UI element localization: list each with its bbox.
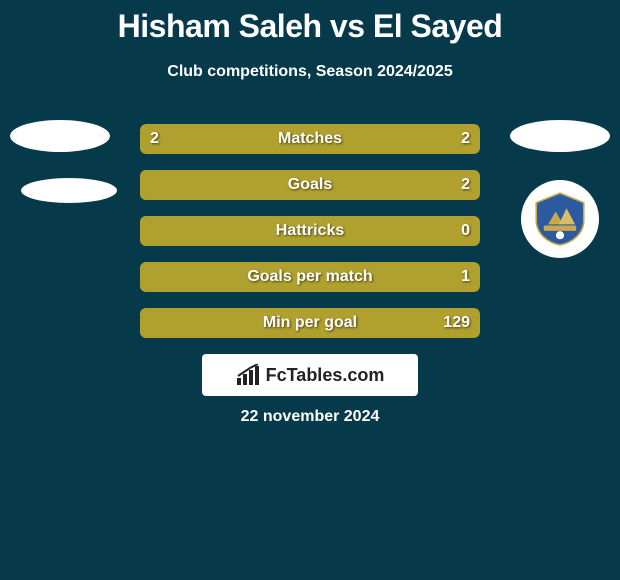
stat-label: Matches xyxy=(278,130,342,148)
player-right-team-badge xyxy=(521,180,599,258)
stat-row-matches: 2 Matches 2 xyxy=(140,124,480,154)
stat-row-goals-per-match: Goals per match 1 xyxy=(140,262,480,292)
stat-value-right: 0 xyxy=(461,222,470,240)
player-right-avatar xyxy=(510,120,610,152)
chart-icon xyxy=(236,364,262,386)
stat-value-left: 2 xyxy=(150,130,159,148)
stat-value-right: 2 xyxy=(461,130,470,148)
stats-chart: 2 Matches 2 Goals 2 Hattricks 0 Goals pe… xyxy=(140,124,480,354)
subtitle: Club competitions, Season 2024/2025 xyxy=(0,63,620,81)
branding-inner: FcTables.com xyxy=(236,364,385,386)
stat-row-hattricks: Hattricks 0 xyxy=(140,216,480,246)
branding-text: FcTables.com xyxy=(266,365,385,386)
stat-label: Goals per match xyxy=(247,268,372,286)
stat-label: Hattricks xyxy=(276,222,344,240)
branding-box[interactable]: FcTables.com xyxy=(202,354,418,396)
date-text: 22 november 2024 xyxy=(0,408,620,426)
stat-value-right: 1 xyxy=(461,268,470,286)
stat-row-goals: Goals 2 xyxy=(140,170,480,200)
stat-value-right: 2 xyxy=(461,176,470,194)
root: Hisham Saleh vs El Sayed Club competitio… xyxy=(0,0,620,580)
stat-label: Goals xyxy=(288,176,332,194)
stat-row-min-per-goal: Min per goal 129 xyxy=(140,308,480,338)
stat-value-right: 129 xyxy=(443,314,470,332)
player-left-avatar xyxy=(10,120,110,152)
player-left-team-badge xyxy=(21,178,117,203)
page-title: Hisham Saleh vs El Sayed xyxy=(0,0,620,45)
pyramids-icon xyxy=(533,192,587,246)
stat-label: Min per goal xyxy=(263,314,357,332)
